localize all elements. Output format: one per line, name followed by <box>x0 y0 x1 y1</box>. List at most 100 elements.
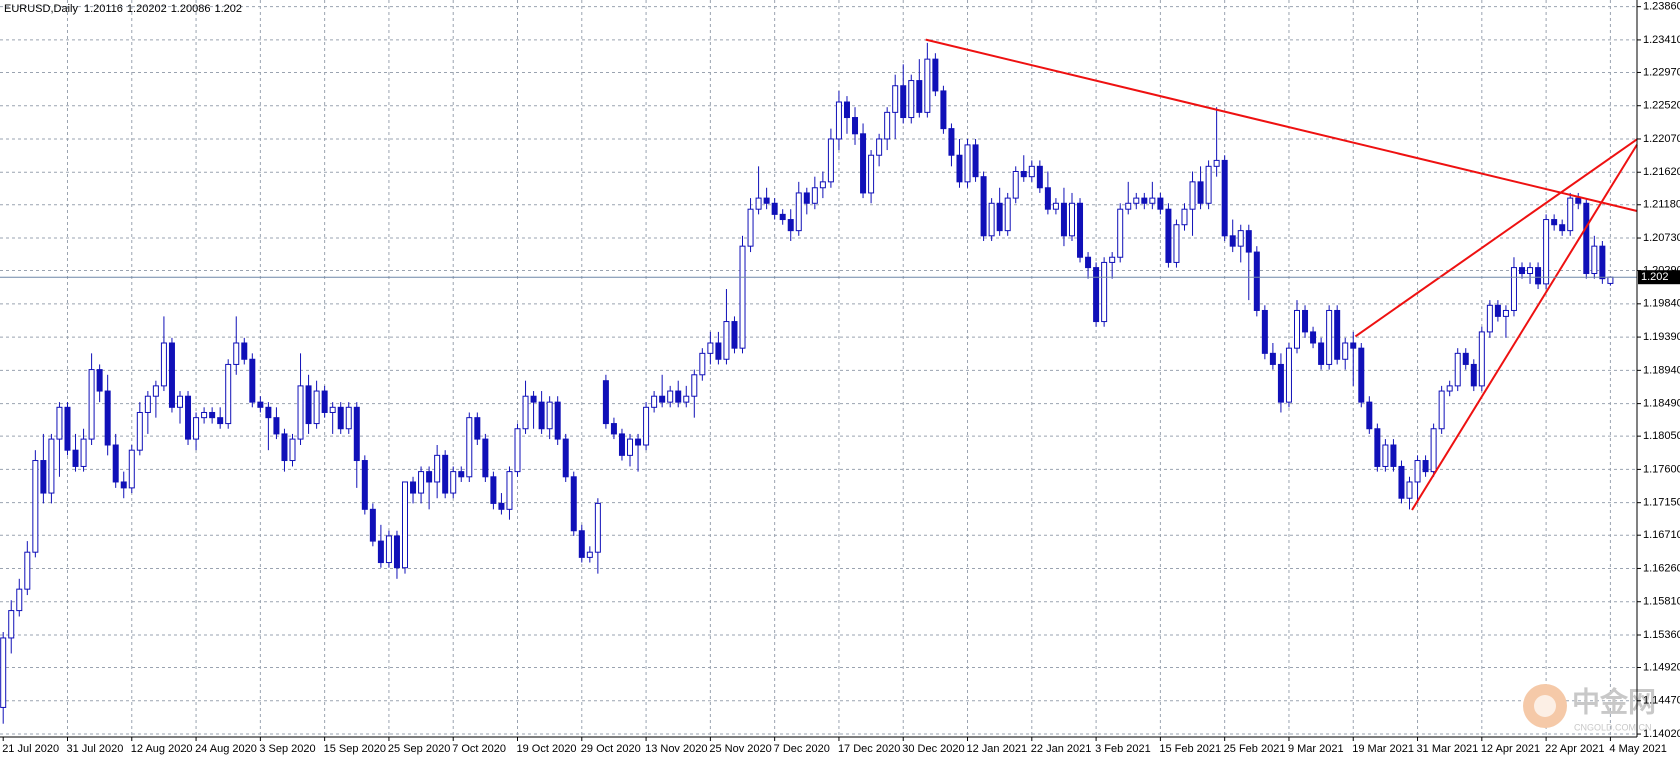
candle-body <box>739 245 746 349</box>
candle-body <box>1567 197 1574 232</box>
y-tick-label: 1.19840 <box>1643 298 1680 310</box>
candle-body <box>1165 208 1172 263</box>
candle-body <box>852 117 859 135</box>
y-tick-label: 1.15810 <box>1643 596 1680 608</box>
y-tick-label: 1.15360 <box>1643 629 1680 641</box>
candle-body <box>570 476 577 532</box>
candle-body <box>1398 465 1405 499</box>
y-tick-label: 1.16260 <box>1643 562 1680 574</box>
candle-body <box>80 438 87 467</box>
x-tick-label: 7 Dec 2020 <box>774 743 830 755</box>
y-tick-label: 1.21180 <box>1643 199 1680 211</box>
candle-body <box>265 406 272 419</box>
candle-body <box>32 460 39 553</box>
candle-body <box>377 540 384 564</box>
candle-body <box>659 395 666 403</box>
candle-body <box>72 449 79 467</box>
candle-body <box>1543 219 1550 285</box>
candle-body <box>1044 187 1051 210</box>
candle-body <box>176 395 183 408</box>
candle-body <box>562 438 569 478</box>
candle-body <box>1519 267 1526 275</box>
candle-body <box>1261 309 1268 354</box>
candle-body <box>522 395 529 430</box>
candle-body <box>185 395 192 440</box>
candle-body <box>1109 256 1116 263</box>
candle-body <box>257 401 264 408</box>
candle-body <box>466 417 473 478</box>
candle-body <box>128 449 135 489</box>
x-tick-label: 22 Jan 2021 <box>1031 743 1092 755</box>
candle-body <box>868 154 875 194</box>
candle-body <box>618 433 625 456</box>
candle-body <box>1422 460 1429 473</box>
trendlines <box>0 38 1638 511</box>
candle-body <box>426 471 433 483</box>
y-tick-label: 1.19390 <box>1643 331 1680 343</box>
candle-body <box>1245 230 1252 253</box>
candle-body <box>586 551 593 558</box>
candle-body <box>795 192 802 232</box>
y-tick-label: 1.23860 <box>1643 1 1680 13</box>
candle-body <box>948 128 955 156</box>
candle-body <box>56 406 63 440</box>
candle-body <box>1559 224 1566 232</box>
candle-body <box>1213 159 1220 167</box>
candle-body <box>1535 267 1542 285</box>
candle-body <box>1229 235 1236 247</box>
candle-body <box>803 192 810 204</box>
watermark-text: 中金网 <box>1572 685 1656 717</box>
candle-body <box>1004 197 1011 232</box>
candle-body <box>201 411 208 419</box>
candle-body <box>1446 385 1453 392</box>
candle-body <box>1269 352 1276 365</box>
candle-body <box>1012 170 1019 199</box>
x-tick-label: 25 Sep 2020 <box>388 743 450 755</box>
candle-body <box>1173 224 1180 263</box>
candle-body <box>160 342 167 387</box>
candle-body <box>168 342 175 408</box>
price-label: 1.202 <box>1641 271 1669 283</box>
candle-body <box>8 610 15 639</box>
candle-body <box>1117 208 1124 258</box>
candle-body <box>1390 444 1397 467</box>
candle-body <box>699 352 706 376</box>
x-tick-label: 31 Mar 2021 <box>1417 743 1479 755</box>
candle-body <box>1438 390 1445 430</box>
candle-body <box>707 342 714 354</box>
candle-body <box>675 390 682 403</box>
x-tick-label: 31 Jul 2020 <box>66 743 123 755</box>
candle-body <box>1599 245 1606 280</box>
candle-body <box>843 101 850 119</box>
candle-body <box>1551 219 1558 226</box>
candle-body <box>1068 202 1075 237</box>
candle-body <box>144 395 151 413</box>
candle-body <box>1374 428 1381 467</box>
y-tick-label: 1.18490 <box>1643 398 1680 410</box>
x-tick-label: 3 Sep 2020 <box>259 743 315 755</box>
price-label-box <box>1638 270 1680 285</box>
candle-body <box>361 460 368 510</box>
y-tick-label: 1.14920 <box>1643 661 1680 673</box>
candle-body <box>1141 197 1148 204</box>
candle-body <box>1607 276 1614 284</box>
candle-body <box>763 197 770 204</box>
candle-body <box>321 390 328 413</box>
watermark: 中金网 CNGOLD.COM.CN <box>1523 684 1656 732</box>
candle-body <box>771 202 778 215</box>
x-tick-label: 25 Feb 2021 <box>1224 743 1286 755</box>
candle-body <box>578 530 585 558</box>
grid <box>0 0 1637 737</box>
candle-body <box>602 380 609 425</box>
candle-body <box>972 144 979 178</box>
candle-body <box>1334 309 1341 360</box>
candle-body <box>1358 347 1365 403</box>
trendline <box>1411 144 1638 511</box>
candle-body <box>691 374 698 397</box>
candle-body <box>1326 309 1333 365</box>
y-tick-label: 1.23410 <box>1643 34 1680 46</box>
candle-body <box>956 154 963 183</box>
y-tick-label: 1.21620 <box>1643 166 1680 178</box>
candle-body <box>289 438 296 462</box>
candle-body <box>434 454 441 483</box>
